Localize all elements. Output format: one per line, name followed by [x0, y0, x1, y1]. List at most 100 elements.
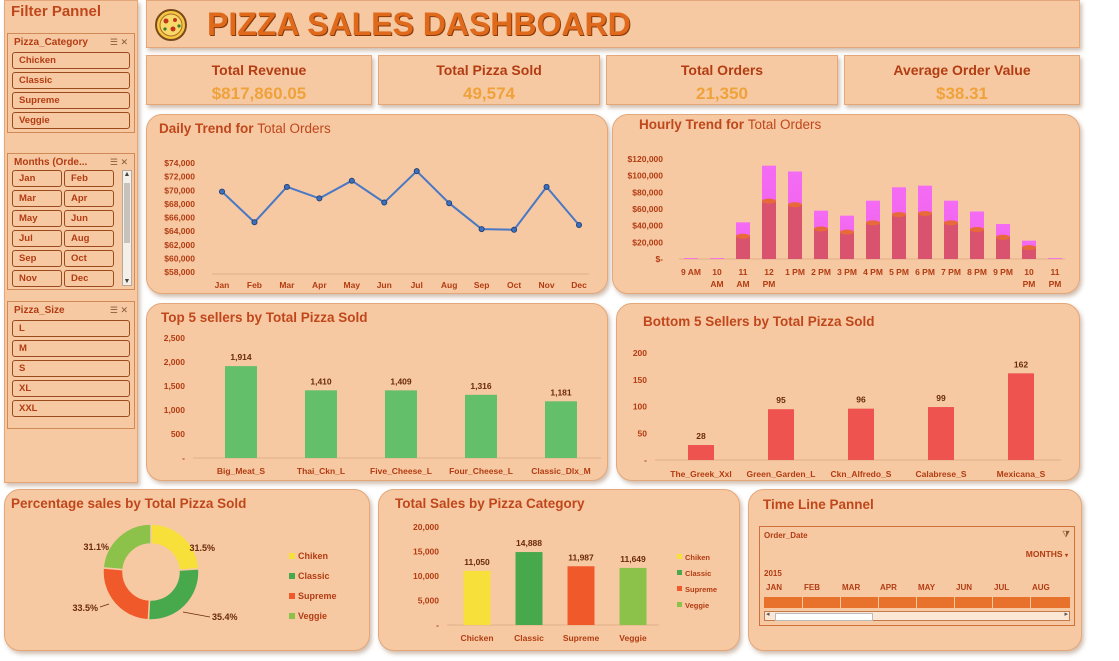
timeline-month-jul[interactable]: JUL	[994, 583, 1010, 592]
hourly-trend-chart: $120,000 $100,000 $80,000 $60,000 $40,000 $20…	[628, 154, 1065, 289]
data-point	[251, 219, 258, 226]
slicer-item-supreme[interactable]: Supreme	[12, 92, 130, 109]
bar-band	[788, 202, 802, 208]
timeline-month-jan[interactable]: JAN	[766, 583, 783, 592]
timeline-divider	[954, 597, 955, 608]
legend-swatch	[289, 593, 295, 599]
multi-select-icon[interactable]: ☰ ✕	[109, 37, 128, 47]
x-tick-label: Feb	[247, 280, 262, 290]
x-tick-label: Veggie	[619, 633, 647, 643]
x-tick-label: Thai_Ckn_L	[297, 466, 345, 476]
x-tick-label: Classic_Dlx_M	[531, 466, 591, 476]
y-tick-label: $80,000	[632, 187, 663, 197]
months-scrollbar[interactable]: ▲ ▼	[122, 170, 132, 286]
kpi-value: $38.31	[936, 84, 988, 103]
slicer-item-jan[interactable]: Jan	[12, 170, 62, 187]
slicer-item-size-l[interactable]: L	[12, 320, 130, 337]
scroll-up-icon[interactable]: ▲	[123, 171, 131, 178]
x-tick-label: Mar	[279, 280, 295, 290]
x-tick-label: 3 PM	[837, 267, 857, 277]
slicer-item-oct[interactable]: Oct	[64, 250, 114, 267]
donut-slice	[102, 567, 151, 621]
bar	[928, 407, 954, 460]
y-tick-label: -	[182, 453, 185, 463]
x-tick-label: Five_Cheese_L	[370, 466, 432, 476]
slicer-item-size-xl[interactable]: XL	[12, 380, 130, 397]
bar	[688, 445, 714, 460]
slicer-item-aug[interactable]: Aug	[64, 230, 114, 247]
timeline-month-aug[interactable]: AUG	[1032, 583, 1050, 592]
clear-filter-icon[interactable]: ⧩	[1061, 529, 1070, 539]
data-point	[478, 226, 485, 233]
slicer-item-size-m[interactable]: M	[12, 340, 130, 357]
timeline-scrollbar[interactable]: ◂ ▸	[764, 611, 1070, 621]
kpi-value: 21,350	[696, 84, 748, 103]
multi-select-icon[interactable]: ☰ ✕	[109, 305, 128, 315]
multi-select-icon[interactable]: ☰ ✕	[109, 157, 128, 167]
slicer-item-size-s[interactable]: S	[12, 360, 130, 377]
slicer-item-chicken[interactable]: Chicken	[12, 52, 130, 69]
slicer-item-sep[interactable]: Sep	[12, 250, 62, 267]
x-tick-label: May	[344, 280, 361, 290]
bar-band	[762, 198, 776, 204]
slicer-item-jul[interactable]: Jul	[12, 230, 62, 247]
timeline-divider	[916, 597, 917, 608]
y-tick-label: $64,000	[164, 226, 195, 236]
bar-band	[814, 226, 828, 232]
data-label: 33.5%	[72, 603, 98, 613]
y-tick-label: 2,500	[164, 333, 186, 343]
slicer-item-classic[interactable]: Classic	[12, 72, 130, 89]
scroll-left-icon[interactable]: ◂	[766, 611, 770, 618]
timeline-bar[interactable]	[764, 597, 1070, 608]
bar-band	[840, 229, 854, 235]
y-tick-label: 15,000	[413, 547, 439, 557]
data-label: 11,987	[568, 552, 594, 562]
bar	[1008, 373, 1034, 460]
y-tick-label: 10,000	[413, 571, 439, 581]
bar-lower	[866, 222, 880, 259]
data-label: 162	[1014, 359, 1028, 369]
timeline-month-mar[interactable]: MAR	[842, 583, 861, 592]
slicer-item-may[interactable]: May	[12, 210, 62, 227]
slicer-item-dec[interactable]: Dec	[64, 270, 114, 287]
slicer-item-nov[interactable]: Nov	[12, 270, 62, 287]
timeline-month-may[interactable]: MAY	[918, 583, 936, 592]
timeline-divider	[992, 597, 993, 608]
x-tick-label: Jul	[411, 280, 423, 290]
legend-swatch	[289, 573, 295, 579]
slicer-item-size-xxl[interactable]: XXL	[12, 400, 130, 417]
scroll-thumb[interactable]	[124, 183, 130, 243]
slicer-item-mar[interactable]: Mar	[12, 190, 62, 207]
scroll-right-icon[interactable]: ▸	[1064, 611, 1068, 618]
x-tick-label-line2: AM	[736, 279, 749, 289]
timeline-month-feb[interactable]: FEB	[804, 583, 820, 592]
slicer-item-apr[interactable]: Apr	[64, 190, 114, 207]
legend-label: Veggie	[298, 611, 327, 621]
scroll-thumb[interactable]	[775, 613, 873, 621]
bar	[567, 566, 595, 625]
slicer-item-jun[interactable]: Jun	[64, 210, 114, 227]
timeline-month-jun[interactable]: JUN	[956, 583, 973, 592]
timeline-level-dropdown[interactable]: MONTHS ▾	[1026, 549, 1068, 559]
category-sales-chart: 20,000 15,000 10,000 5,000 - 11,050 Chicken 14,…	[413, 522, 717, 643]
scroll-down-icon[interactable]: ▼	[123, 278, 131, 285]
x-tick-label: Supreme	[563, 633, 600, 643]
legend-label: Supreme	[298, 591, 337, 601]
bar	[463, 570, 491, 625]
data-label: 31.5%	[189, 543, 215, 553]
slicer-item-feb[interactable]: Feb	[64, 170, 114, 187]
y-tick-label: 5,000	[418, 596, 440, 606]
legend-swatch	[677, 586, 682, 591]
hourly-trend-card: Hourly Trend for Total Orders $120,000 $1…	[612, 114, 1080, 294]
x-tick-label: Classic	[514, 633, 544, 643]
x-tick-label: 10	[712, 267, 722, 277]
slicer-item-veggie[interactable]: Veggie	[12, 112, 130, 129]
y-tick-label: 500	[171, 429, 185, 439]
y-tick-label: 100	[633, 402, 647, 412]
timeline-month-apr[interactable]: APR	[880, 583, 897, 592]
kpi-total-orders: Total Orders 21,350	[606, 55, 838, 105]
bar-band	[996, 234, 1010, 240]
data-label: 1,914	[230, 352, 252, 362]
data-label: 1,316	[470, 381, 492, 391]
bar	[768, 409, 794, 460]
